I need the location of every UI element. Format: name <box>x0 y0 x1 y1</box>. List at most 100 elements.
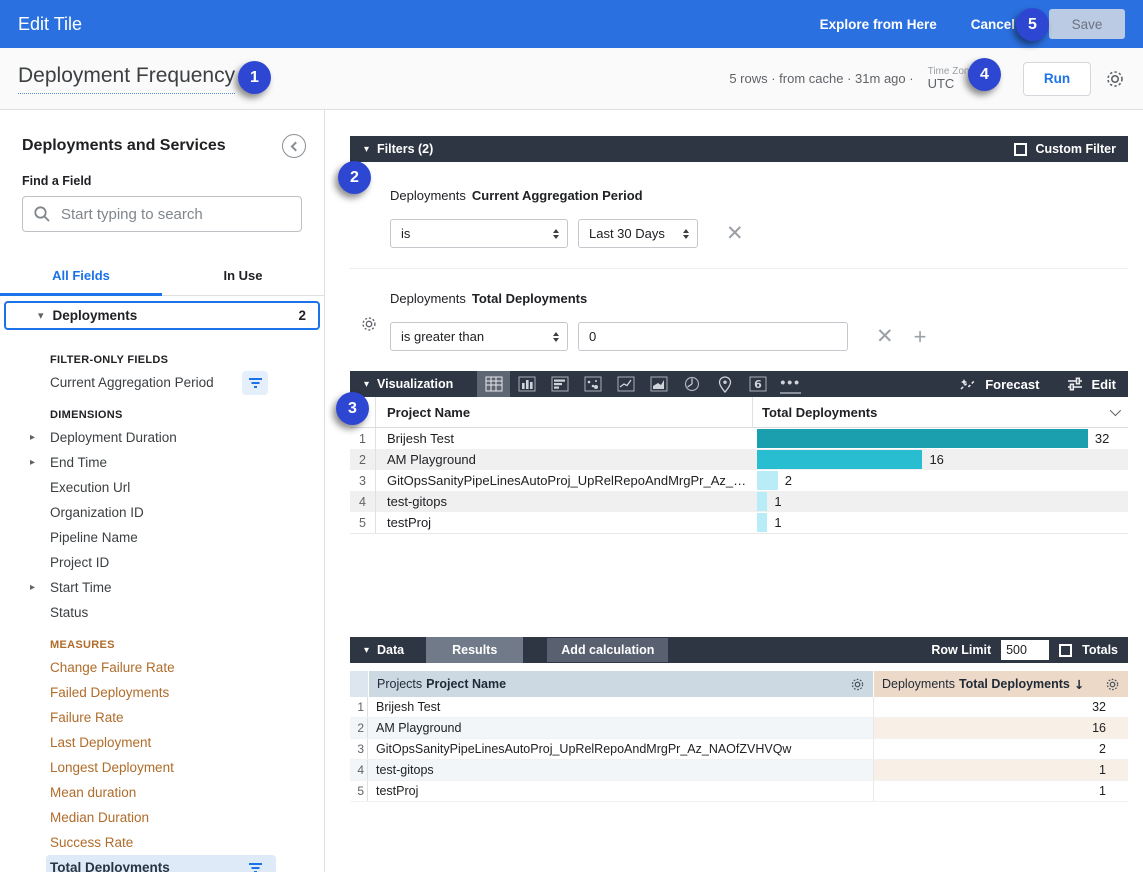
scatter-viz-icon[interactable] <box>576 371 609 397</box>
filter1-operator-select[interactable]: is <box>390 219 568 248</box>
group-label: Deployments <box>52 308 138 323</box>
viz-table-row[interactable]: 1 Brijesh Test 32 <box>350 428 1128 449</box>
tab-in-use[interactable]: In Use <box>223 268 263 283</box>
field-item-success-rate[interactable]: Success Rate <box>46 830 276 855</box>
viz-cell-project-name: Brijesh Test <box>387 431 454 446</box>
table-row[interactable]: 5 testProj 1 <box>350 781 1128 802</box>
field-item-total-deployments[interactable]: Total Deployments <box>46 855 276 872</box>
bar-value-label: 1 <box>774 515 782 530</box>
viz-table-row[interactable]: 2 AM Playground 16 <box>350 449 1128 470</box>
line-chart-viz-icon[interactable] <box>609 371 642 397</box>
more-viz-types-icon[interactable]: ••• <box>774 371 807 397</box>
field-label: Project ID <box>50 555 110 570</box>
pie-chart-viz-icon[interactable] <box>675 371 708 397</box>
filter-icon[interactable] <box>242 370 268 395</box>
custom-filter-checkbox[interactable] <box>1014 142 1028 156</box>
edit-visualization-button[interactable]: Edit <box>1067 377 1116 392</box>
field-item-current-aggregation-period[interactable]: Current Aggregation Period <box>46 370 276 395</box>
row-limit-input[interactable] <box>1001 640 1050 660</box>
field-item-last-deployment[interactable]: Last Deployment <box>46 730 276 755</box>
filter2-value-input[interactable] <box>578 322 848 351</box>
remove-filter1-icon[interactable]: ✕ <box>726 222 744 245</box>
field-item-execution-url[interactable]: Execution Url <box>46 475 276 500</box>
tab-all-fields[interactable]: All Fields <box>52 268 110 283</box>
visualization-header-bar[interactable]: ▾ Visualization <box>350 371 1128 397</box>
save-button[interactable]: Save <box>1049 9 1125 39</box>
field-item-deployment-duration[interactable]: ▸ Deployment Duration <box>30 425 276 450</box>
results-tab[interactable]: Results <box>426 637 524 663</box>
area-chart-viz-icon[interactable] <box>642 371 675 397</box>
filter1-field-label: Deployments Current Aggregation Period <box>390 188 643 203</box>
field-item-failure-rate[interactable]: Failure Rate <box>46 705 276 730</box>
viz-table-row[interactable]: 4 test-gitops 1 <box>350 491 1128 512</box>
expand-caret-icon[interactable]: ▸ <box>30 582 36 593</box>
table-row[interactable]: 1 Brijesh Test 32 <box>350 697 1128 718</box>
table-row[interactable]: 2 AM Playground 16 <box>350 718 1128 739</box>
filter-icon[interactable] <box>242 856 268 872</box>
annotation-badge-3: 3 <box>336 392 369 425</box>
cancel-button[interactable]: Cancel <box>970 16 1015 32</box>
field-item-project-id[interactable]: Project ID <box>46 550 276 575</box>
bar <box>757 450 923 469</box>
field-item-end-time[interactable]: ▸ End Time <box>30 450 276 475</box>
explore-from-here-link[interactable]: Explore from Here <box>819 16 937 32</box>
table-viz-icon[interactable] <box>477 371 511 397</box>
viz-bar-cell: 16 <box>752 449 1128 470</box>
expand-caret-icon[interactable]: ▸ <box>30 432 36 443</box>
single-value-viz-icon[interactable]: 6 <box>741 371 774 397</box>
annotation-badge-5: 5 <box>1016 8 1049 41</box>
column-gear-icon[interactable] <box>1105 677 1120 692</box>
viz-cell-project-name: test-gitops <box>387 494 447 509</box>
filter2-gear-icon[interactable] <box>360 315 378 333</box>
filter1-value-select[interactable]: Last 30 Days <box>578 219 698 248</box>
field-search-box[interactable] <box>22 196 302 232</box>
data-col-project-name[interactable]: Projects Project Name <box>368 671 873 697</box>
expand-caret-icon[interactable]: ▸ <box>30 457 36 468</box>
data-col-total-deployments[interactable]: Deployments Total Deployments ↓ <box>873 671 1128 697</box>
chevron-down-icon[interactable] <box>1109 404 1122 417</box>
bar-value-label: 2 <box>784 473 792 488</box>
collapse-sidebar-icon[interactable] <box>282 134 306 158</box>
field-item-longest-deployment[interactable]: Longest Deployment <box>46 755 276 780</box>
forecast-button[interactable]: Forecast <box>960 377 1039 392</box>
row-number: 2 <box>350 718 368 738</box>
field-item-mean-duration[interactable]: Mean duration <box>46 780 276 805</box>
add-filter-icon[interactable]: + <box>913 323 927 349</box>
row-limit-label: Row Limit <box>931 643 992 657</box>
bar-chart-viz-icon[interactable] <box>543 371 576 397</box>
field-search-input[interactable] <box>61 205 291 223</box>
viz-table-row[interactable]: 5 testProj 1 <box>350 512 1128 533</box>
deployments-group-row[interactable]: ▾ Deployments 2 <box>4 301 320 330</box>
header-right: 5 rows · from cache · 31m ago · Time Zon… <box>729 61 1125 96</box>
viz-cell-project-name: AM Playground <box>387 452 476 467</box>
viz-col-total-deployments[interactable]: Total Deployments <box>752 397 1128 427</box>
field-item-median-duration[interactable]: Median Duration <box>46 805 276 830</box>
filter2-operator-select[interactable]: is greater than <box>390 322 568 351</box>
column-gear-icon[interactable] <box>850 677 865 692</box>
field-item-organization-id[interactable]: Organization ID <box>46 500 276 525</box>
data-header-bar[interactable]: ▾ Data Results Add calculation Row Limit… <box>350 637 1128 663</box>
field-item-status[interactable]: Status <box>46 600 276 625</box>
filters-header-bar[interactable]: ▾ Filters (2) Custom Filter <box>350 136 1128 162</box>
column-chart-viz-icon[interactable] <box>510 371 543 397</box>
field-item-pipeline-name[interactable]: Pipeline Name <box>46 525 276 550</box>
remove-filter2-icon[interactable]: ✕ <box>876 325 894 348</box>
viz-bar-cell: 32 <box>752 428 1128 449</box>
field-item-start-time[interactable]: ▸ Start Time <box>30 575 276 600</box>
tile-title[interactable]: Deployment Frequency <box>18 64 236 94</box>
field-item-failed-deployments[interactable]: Failed Deployments <box>46 680 276 705</box>
totals-checkbox[interactable] <box>1059 643 1073 657</box>
viz-col-project-name[interactable]: Project Name <box>387 404 471 420</box>
viz-table-row[interactable]: 3 GitOpsSanityPipeLinesAutoProj_UpRelRepo… <box>350 470 1128 491</box>
cell-project-name: test-gitops <box>368 760 873 780</box>
settings-gear-icon[interactable] <box>1105 69 1125 89</box>
viz-type-picker: 6 ••• <box>477 371 807 397</box>
map-pin-viz-icon[interactable] <box>708 371 741 397</box>
table-row[interactable]: 3 GitOpsSanityPipeLinesAutoProj_UpRelRepo… <box>350 739 1128 760</box>
table-row[interactable]: 4 test-gitops 1 <box>350 760 1128 781</box>
field-item-change-failure-rate[interactable]: Change Failure Rate <box>46 655 276 680</box>
field-label: Execution Url <box>50 480 131 495</box>
timezone-block[interactable]: Time Zone UTC <box>928 66 975 91</box>
add-calculation-button[interactable]: Add calculation <box>547 638 669 662</box>
run-button[interactable]: Run <box>1023 61 1091 96</box>
